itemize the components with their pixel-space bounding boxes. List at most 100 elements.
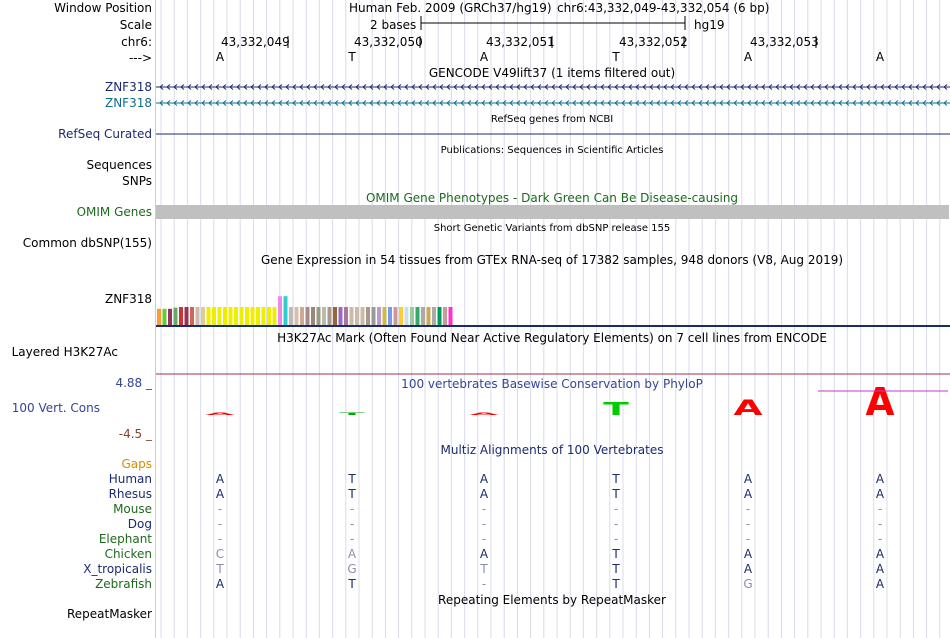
gtex-tissue-bar[interactable] — [344, 307, 348, 325]
alignment-base: - — [613, 517, 619, 531]
species-label[interactable]: Chicken — [104, 547, 152, 561]
dna-base: T — [612, 50, 620, 64]
gtex-tissue-bar[interactable] — [283, 296, 288, 325]
gtex-tissue-bar[interactable] — [289, 307, 293, 325]
gtex-tissue-bar[interactable] — [267, 307, 271, 325]
phylop-label[interactable]: 100 Vert. Cons — [11, 401, 100, 415]
ruler-pos-1: 43,332,049 — [221, 35, 290, 49]
refseq-label[interactable]: RefSeq Curated — [58, 127, 152, 141]
gtex-tissue-bar[interactable] — [190, 307, 194, 325]
gtex-tissue-bar[interactable] — [355, 307, 359, 325]
gtex-tissue-bar[interactable] — [223, 307, 227, 325]
gtex-tissue-bar[interactable] — [338, 307, 343, 325]
gtex-tissue-bar[interactable] — [256, 307, 260, 325]
gencode-title: GENCODE V49lift37 (1 items filtered out) — [428, 66, 676, 80]
scale-label: Scale — [119, 18, 152, 32]
gtex-tissue-bar[interactable] — [239, 307, 244, 325]
gtex-tissue-bar[interactable] — [206, 307, 211, 325]
species-label[interactable]: Rhesus — [108, 487, 152, 501]
gtex-tissue-bar[interactable] — [322, 307, 326, 325]
gene-tracks — [156, 84, 950, 375]
gtex-tissue-bar[interactable] — [272, 307, 277, 325]
dna-base: A — [215, 50, 225, 64]
gtex-tissue-bar[interactable] — [426, 307, 431, 325]
gtex-tissue-bar[interactable] — [300, 307, 304, 325]
h3k27ac-title: H3K27Ac Mark (Often Found Near Active Re… — [277, 331, 827, 345]
gtex-tissue-bar[interactable] — [157, 308, 161, 325]
gtex-tissue-bar[interactable] — [415, 307, 420, 325]
gtex-tissue-bar[interactable] — [437, 307, 442, 325]
alignment-base: - — [481, 532, 487, 546]
omim-label[interactable]: OMIM Genes — [76, 205, 152, 219]
gtex-tissue-bar[interactable] — [261, 307, 266, 325]
species-label[interactable]: Elephant — [98, 532, 152, 546]
ruler — [287, 16, 817, 48]
phylop-letter: A — [733, 396, 763, 420]
gtex-tissue-bar[interactable] — [195, 307, 200, 325]
gtex-tissue-bar[interactable] — [388, 307, 392, 325]
gtex-tissue-bar[interactable] — [316, 307, 321, 325]
species-label[interactable]: Dog — [127, 517, 152, 531]
gtex-tissue-bar[interactable] — [377, 307, 381, 325]
gtex-tissue-bar[interactable] — [349, 307, 354, 325]
repeatmasker-label[interactable]: RepeatMasker — [66, 607, 152, 621]
gtex-tissue-bar[interactable] — [399, 307, 403, 325]
gtex-tissue-bar[interactable] — [212, 307, 216, 325]
gene-label-znf318[interactable]: ZNF318 — [104, 80, 152, 94]
gtex-tissue-bar[interactable] — [278, 296, 282, 325]
alignment-base: A — [875, 577, 885, 591]
gtex-tissue-bar[interactable] — [168, 308, 172, 325]
species-label[interactable]: Zebrafish — [95, 577, 152, 591]
gtex-tissue-bar[interactable] — [228, 307, 233, 325]
omim-bar[interactable] — [156, 205, 949, 219]
h3k27ac-label[interactable]: Layered H3K27Ac — [11, 345, 118, 359]
gtex-tissue-bar[interactable] — [173, 307, 178, 325]
dbsnp-label[interactable]: Common dbSNP(155) — [22, 236, 152, 250]
gtex-title: Gene Expression in 54 tissues from GTEx … — [260, 253, 844, 267]
gene-label-znf318-alt[interactable]: ZNF318 — [104, 96, 152, 110]
snps-label[interactable]: SNPs — [122, 174, 152, 188]
gtex-tissue-bar[interactable] — [366, 307, 370, 325]
gtex-label[interactable]: ZNF318 — [104, 292, 152, 306]
gtex-tissue-bar[interactable] — [371, 307, 376, 325]
gtex-tissue-bar[interactable] — [393, 307, 398, 325]
gtex-tissue-bar[interactable] — [201, 307, 205, 325]
species-label[interactable]: Mouse — [113, 502, 152, 516]
gtex-tissue-bar[interactable] — [404, 307, 409, 325]
phylop-min-label: -4.5 _ — [118, 427, 152, 441]
gtex-tissue-bar[interactable] — [311, 307, 315, 325]
alignment-base: A — [743, 487, 753, 501]
gtex-tissue-bar[interactable] — [217, 307, 222, 325]
gtex-tissue-bar[interactable] — [333, 307, 337, 325]
db-name: hg19 — [694, 18, 725, 32]
gtex-tissue-bar[interactable] — [448, 307, 453, 325]
alignment-base: A — [215, 472, 225, 486]
gtex-tissue-bar[interactable] — [184, 307, 189, 325]
direction-label: ---> — [128, 51, 152, 65]
gtex-tissue-bar[interactable] — [234, 307, 238, 325]
gtex-tissue-bar[interactable] — [179, 307, 183, 325]
gtex-tissue-bar[interactable] — [245, 307, 249, 325]
species-label[interactable]: X_tropicalis — [83, 562, 152, 576]
gtex-tissue-bar[interactable] — [410, 307, 414, 325]
alignment-base: - — [613, 532, 619, 546]
gtex-tissue-bar[interactable] — [162, 308, 167, 325]
gtex-tissue-bar[interactable] — [327, 307, 332, 325]
gtex-tissue-bar[interactable] — [382, 307, 387, 325]
gene-znf318-alt-line — [156, 100, 950, 106]
gtex-tissue-bar[interactable] — [443, 307, 447, 325]
alignment-base: - — [745, 532, 751, 546]
omim-title: OMIM Gene Phenotypes - Dark Green Can Be… — [365, 191, 739, 205]
species-label[interactable]: Human — [108, 472, 152, 486]
gtex-tissue-bar[interactable] — [294, 307, 299, 325]
alignment-base: A — [479, 472, 489, 486]
gtex-tissue-bar[interactable] — [421, 307, 425, 325]
gtex-tissue-bar[interactable] — [250, 307, 255, 325]
gtex-tissue-bar[interactable] — [360, 307, 365, 325]
alignment-base: - — [217, 532, 223, 546]
gaps-label[interactable]: Gaps — [121, 457, 152, 471]
gtex-tissue-bar[interactable] — [305, 307, 310, 325]
gtex-tissue-bar[interactable] — [432, 307, 436, 325]
sequences-label[interactable]: Sequences — [86, 158, 152, 172]
dna-base: A — [743, 50, 753, 64]
